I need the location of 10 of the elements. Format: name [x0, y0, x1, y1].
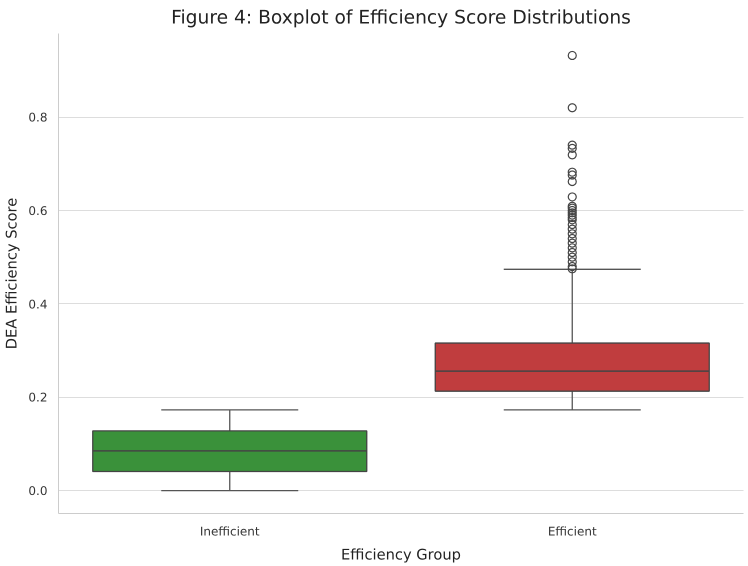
y-tick-label: 0.4 — [28, 297, 48, 312]
x-axis-title: Efficiency Group — [341, 546, 461, 564]
chart-title: Figure 4: Boxplot of Efficiency Score Distributions — [171, 8, 631, 28]
x-tick-label: Inefficient — [200, 524, 260, 538]
x-tick-label: Efficient — [548, 524, 597, 538]
y-tick-label: 0.6 — [28, 204, 48, 218]
y-tick-label: 0.8 — [28, 110, 48, 125]
y-tick-label: 0.0 — [28, 484, 48, 498]
y-axis-title: DEA Efficiency Score — [3, 198, 20, 350]
y-tick-label: 0.2 — [28, 390, 48, 405]
